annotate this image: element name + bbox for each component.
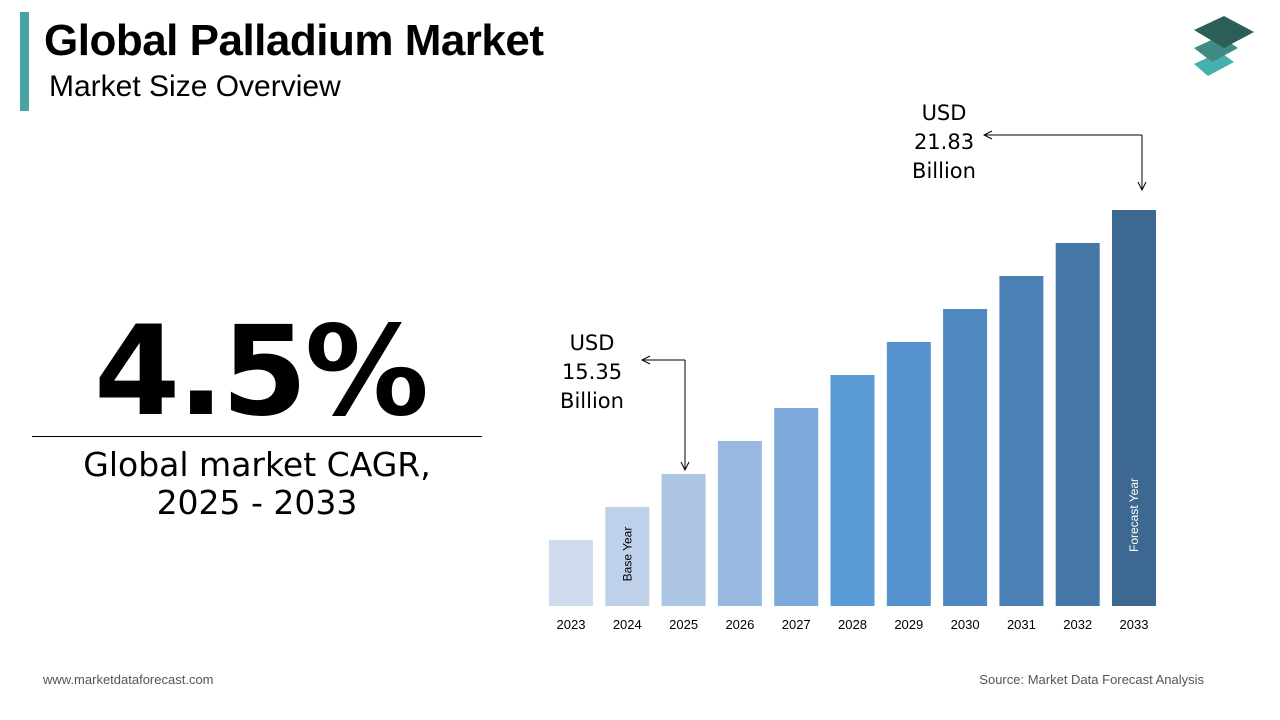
x-tick-label: 2025: [669, 617, 698, 632]
x-tick-label: 2024: [613, 617, 642, 632]
annotation-2025: USD 15.35 Billion: [542, 329, 642, 416]
x-tick-label: 2028: [838, 617, 867, 632]
annotation-unit: Billion: [912, 159, 976, 183]
source-note: Source: Market Data Forecast Analysis: [979, 672, 1204, 687]
x-tick-label: 2027: [782, 617, 811, 632]
stacked-layers-icon: [1194, 16, 1254, 76]
bar-2024: [605, 507, 650, 606]
x-tick-label: 2031: [1007, 617, 1036, 632]
cagr-label: Global market CAGR, 2025 - 2033: [0, 446, 514, 522]
annotation-2033: USD 21.83 Billion: [894, 99, 994, 186]
bar-2023: [549, 540, 593, 606]
x-tick-label: 2026: [725, 617, 754, 632]
bar-2033: [1112, 210, 1156, 606]
x-tick-label: 2023: [557, 617, 586, 632]
website-link[interactable]: www.marketdataforecast.com: [43, 672, 214, 687]
bar-2026: [717, 441, 762, 606]
annotation-unit: Billion: [560, 389, 624, 413]
bar-label: Forecast Year: [1127, 478, 1141, 552]
annotation-currency: USD: [569, 331, 615, 355]
title-accent-bar: [20, 12, 29, 111]
bar-2029: [886, 342, 931, 606]
x-tick-label: 2033: [1120, 617, 1149, 632]
page-title: Global Palladium Market: [44, 16, 544, 65]
bar-2028: [830, 375, 875, 606]
cagr-label-line1: Global market CAGR,: [83, 445, 431, 484]
divider: [32, 436, 482, 437]
bar-2025: [661, 474, 706, 606]
x-tick-label: 2029: [894, 617, 923, 632]
bar-2027: [774, 408, 819, 606]
annotation-value: 15.35: [561, 360, 623, 384]
page-subtitle: Market Size Overview: [49, 70, 341, 103]
x-tick-label: 2032: [1063, 617, 1092, 632]
cagr-value: 4.5%: [94, 300, 429, 444]
x-tick-label: 2030: [951, 617, 980, 632]
annotation-currency: USD: [921, 101, 967, 125]
cagr-label-line2: 2025 - 2033: [156, 483, 358, 522]
bar-2032: [1055, 243, 1100, 606]
bar-label: Base Year: [620, 527, 634, 582]
bar-2031: [999, 276, 1044, 606]
annotation-value: 21.83: [913, 130, 975, 154]
bar-2030: [943, 309, 988, 606]
